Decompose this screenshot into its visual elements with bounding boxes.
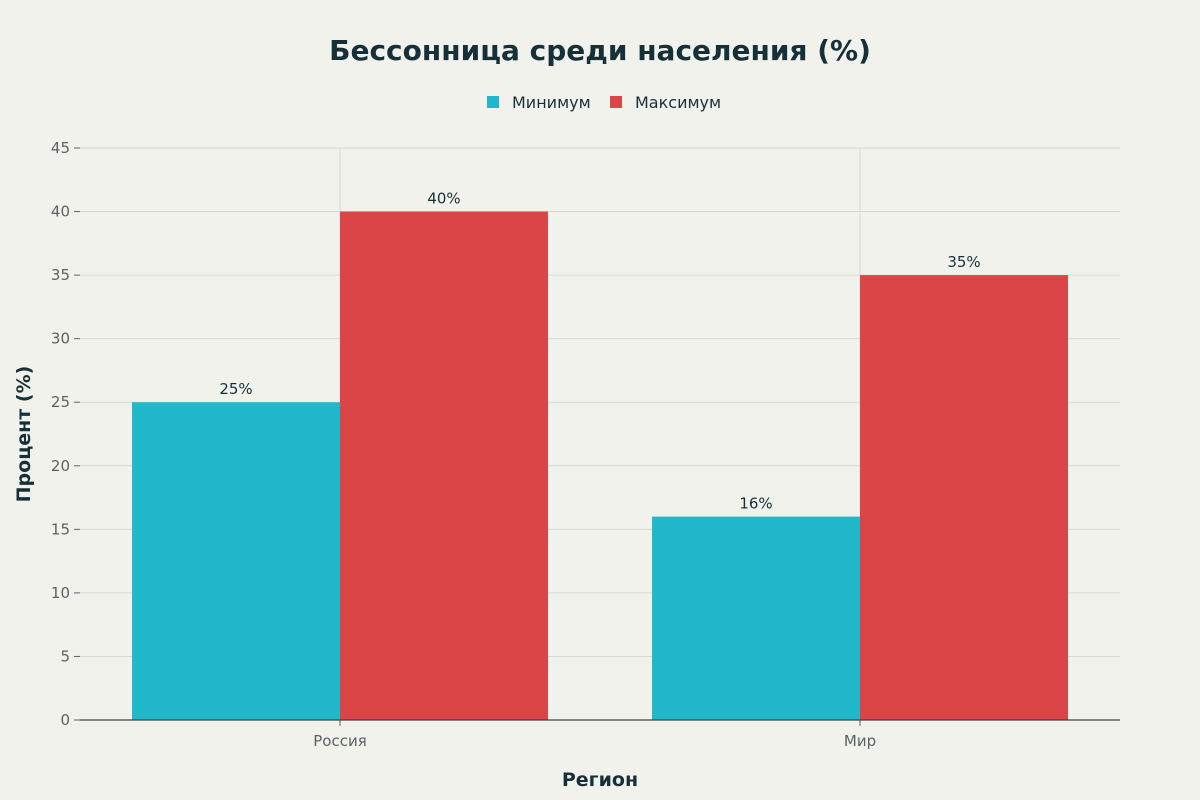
x-axis-title: Регион — [562, 769, 638, 791]
x-tick-label: Россия — [313, 732, 367, 750]
bar-max-0 — [340, 211, 548, 721]
legend: Минимум Максимум — [487, 93, 721, 112]
x-tick-label: Мир — [844, 732, 876, 750]
data-label: 35% — [947, 253, 980, 271]
bar-min-0 — [132, 402, 340, 720]
bar-max-1 — [860, 275, 1068, 720]
y-axis-title: Процент (%) — [13, 366, 35, 503]
y-tick-label: 35 — [51, 266, 70, 284]
data-label: 40% — [427, 190, 460, 208]
legend-label-min: Минимум — [512, 93, 591, 112]
y-tick-label: 45 — [51, 139, 70, 157]
data-label: 16% — [739, 495, 772, 513]
y-tick-label: 0 — [60, 711, 70, 729]
bar-min-1 — [652, 516, 860, 720]
data-label: 25% — [219, 380, 252, 398]
y-tick-label: 15 — [51, 520, 70, 538]
y-tick-label: 40 — [51, 203, 70, 221]
bars — [132, 211, 1068, 721]
legend-label-max: Максимум — [635, 93, 721, 112]
legend-swatch-max — [610, 96, 622, 108]
legend-swatch-min — [487, 96, 499, 108]
y-tick-label: 25 — [51, 393, 70, 411]
data-labels: 25% 40% 16% 35% — [219, 190, 980, 513]
y-tick-label: 5 — [60, 647, 70, 665]
chart-title: Бессонница среди населения (%) — [329, 34, 871, 67]
axes: 0 5 10 15 20 25 30 35 40 45 Россия Мир — [51, 139, 1120, 750]
y-tick-label: 20 — [51, 457, 70, 475]
y-tick-label: 10 — [51, 584, 70, 602]
y-tick-label: 30 — [51, 330, 70, 348]
